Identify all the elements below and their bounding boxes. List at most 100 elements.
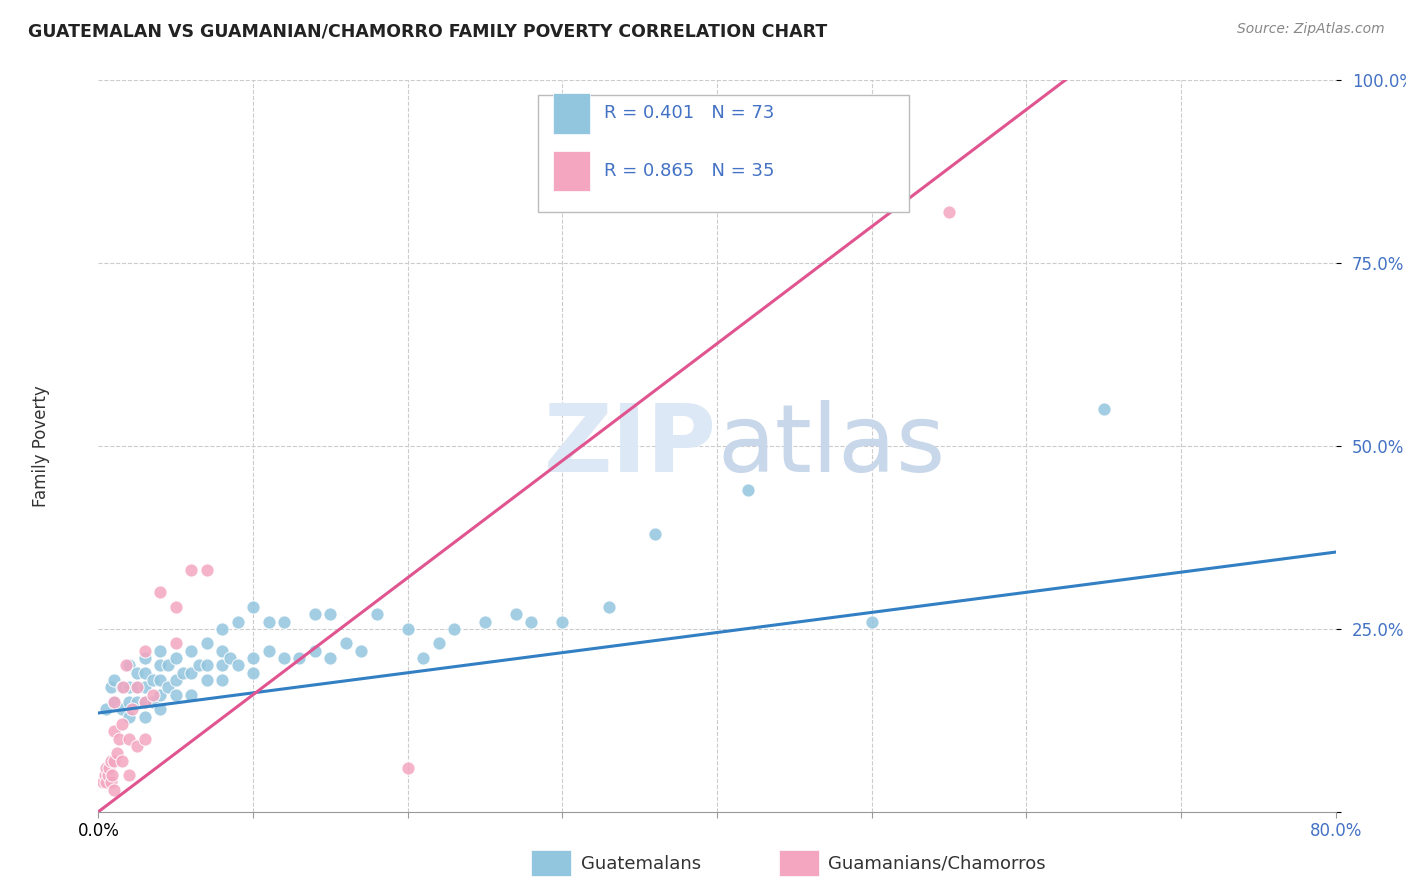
Text: Guamanians/Chamorros: Guamanians/Chamorros — [828, 855, 1046, 872]
Point — [195, 673, 218, 687]
Point — [211, 673, 233, 687]
Point — [474, 615, 496, 629]
Bar — [779, 850, 818, 876]
Point — [96, 761, 118, 775]
Point — [149, 644, 172, 658]
Point — [172, 665, 194, 680]
Point — [134, 731, 156, 746]
Point — [118, 695, 141, 709]
Point — [396, 761, 419, 775]
Point — [211, 658, 233, 673]
Point — [112, 681, 135, 695]
Point — [257, 615, 280, 629]
Point — [242, 599, 264, 614]
Text: ZIP: ZIP — [544, 400, 717, 492]
Point — [118, 731, 141, 746]
Point — [551, 615, 574, 629]
Point — [149, 658, 172, 673]
Point — [111, 754, 132, 768]
Point — [737, 483, 759, 497]
Point — [335, 636, 357, 650]
Point — [288, 651, 311, 665]
Point — [195, 563, 218, 577]
Point — [134, 709, 156, 723]
Point — [165, 688, 187, 702]
Point — [180, 644, 202, 658]
Point — [141, 673, 165, 687]
Point — [226, 615, 249, 629]
Point — [242, 665, 264, 680]
Point — [149, 673, 172, 687]
Point — [134, 695, 156, 709]
Point — [505, 607, 527, 622]
Point — [195, 636, 218, 650]
Point — [219, 651, 242, 665]
Text: Source: ZipAtlas.com: Source: ZipAtlas.com — [1237, 22, 1385, 37]
Point — [100, 754, 122, 768]
Point — [103, 673, 125, 687]
Point — [103, 754, 125, 768]
Text: R = 0.865   N = 35: R = 0.865 N = 35 — [605, 161, 775, 180]
Point — [242, 651, 264, 665]
Point — [107, 731, 129, 746]
Point — [304, 607, 326, 622]
Point — [97, 768, 120, 782]
Point — [118, 709, 141, 723]
Point — [273, 651, 295, 665]
Point — [165, 673, 187, 687]
Point — [180, 665, 202, 680]
Point — [141, 688, 165, 702]
Point — [211, 644, 233, 658]
Point — [91, 775, 114, 789]
Point — [149, 585, 172, 599]
Point — [443, 622, 465, 636]
Point — [100, 681, 122, 695]
Point — [350, 644, 373, 658]
Point — [165, 599, 187, 614]
FancyBboxPatch shape — [537, 95, 908, 212]
Point — [127, 665, 149, 680]
Point — [134, 644, 156, 658]
Point — [180, 563, 202, 577]
Point — [598, 599, 620, 614]
Point — [180, 688, 202, 702]
Bar — [553, 151, 589, 191]
Point — [101, 768, 124, 782]
Point — [118, 768, 141, 782]
Y-axis label: Family Poverty: Family Poverty — [32, 385, 49, 507]
Point — [103, 724, 125, 739]
Point — [149, 688, 172, 702]
Point — [118, 681, 141, 695]
Point — [366, 607, 388, 622]
Point — [96, 702, 118, 716]
Point — [304, 644, 326, 658]
Point — [103, 695, 125, 709]
Point — [226, 658, 249, 673]
Point — [134, 651, 156, 665]
Point — [115, 658, 138, 673]
Point — [157, 681, 180, 695]
Point — [273, 615, 295, 629]
Point — [127, 695, 149, 709]
Text: Guatemalans: Guatemalans — [581, 855, 702, 872]
Point — [165, 636, 187, 650]
Point — [111, 681, 132, 695]
Point — [98, 761, 121, 775]
Bar — [531, 850, 571, 876]
Text: atlas: atlas — [717, 400, 945, 492]
Point — [103, 782, 125, 797]
Point — [134, 665, 156, 680]
Point — [111, 702, 132, 716]
Point — [127, 739, 149, 753]
Point — [100, 775, 122, 789]
Point — [211, 622, 233, 636]
Point — [134, 695, 156, 709]
Bar — [553, 94, 589, 134]
Point — [141, 695, 165, 709]
Point — [257, 644, 280, 658]
Point — [149, 702, 172, 716]
Point — [127, 681, 149, 695]
Point — [121, 702, 143, 716]
Point — [1092, 402, 1115, 417]
Point — [134, 681, 156, 695]
